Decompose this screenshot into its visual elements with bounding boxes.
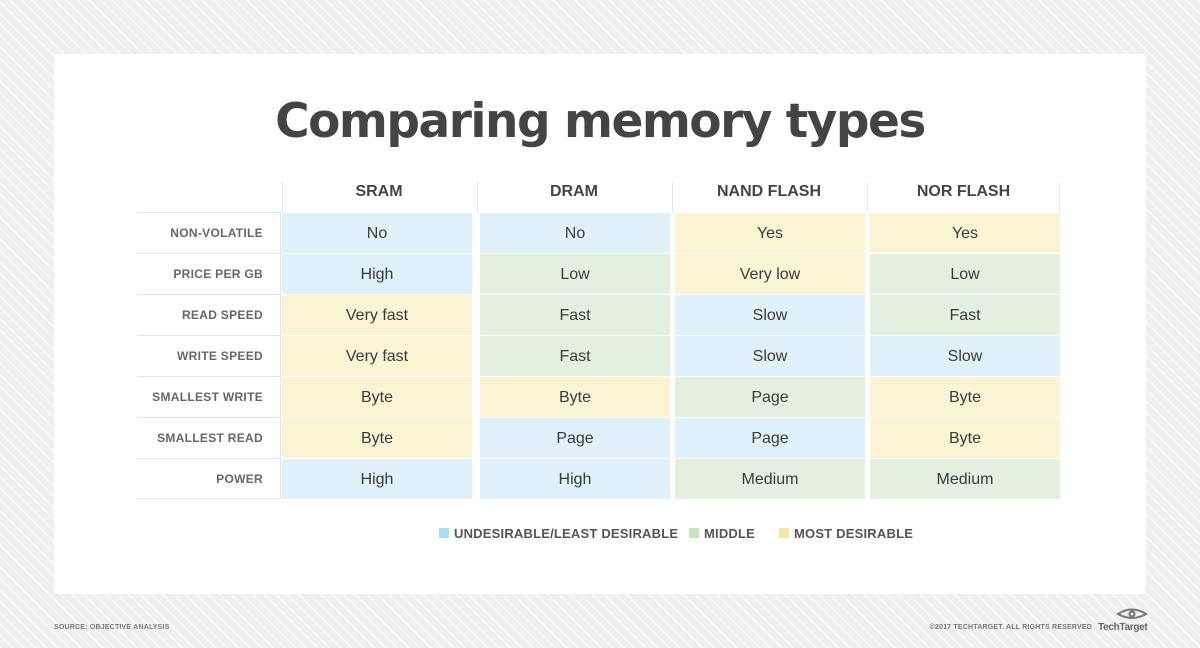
table-cell: Yes bbox=[675, 212, 865, 253]
table-cell: No bbox=[282, 212, 472, 253]
legend-item-middle: MIDDLE bbox=[689, 524, 755, 542]
table-cell: Byte bbox=[282, 417, 472, 458]
table-cell: Very low bbox=[675, 253, 865, 294]
table-cell: Byte bbox=[870, 376, 1060, 417]
table-row: SMALLEST WRITE Byte Byte Page Byte bbox=[137, 376, 1062, 417]
table-cell: No bbox=[480, 212, 670, 253]
table-cell: Byte bbox=[282, 376, 472, 417]
row-label: READ SPEED bbox=[137, 294, 281, 335]
column-header-nor-flash: NOR FLASH bbox=[867, 182, 1060, 212]
table-cell: Slow bbox=[675, 294, 865, 335]
table-cell: Slow bbox=[870, 335, 1060, 376]
table-cell: Page bbox=[480, 417, 670, 458]
table-row: WRITE SPEED Very fast Fast Slow Slow bbox=[137, 335, 1062, 376]
table-cell: Page bbox=[675, 376, 865, 417]
legend-item-most-desirable: MOST DESIRABLE bbox=[779, 524, 913, 542]
row-label: SMALLEST READ bbox=[137, 417, 281, 458]
table-cell: Fast bbox=[870, 294, 1060, 335]
legend-label: MIDDLE bbox=[704, 525, 756, 541]
table-row: SMALLEST READ Byte Page Page Byte bbox=[137, 417, 1062, 458]
legend-item-undesirable: UNDESIRABLE/LEAST DESIRABLE bbox=[439, 524, 678, 542]
table-row: NON-VOLATILE No No Yes Yes bbox=[137, 212, 1062, 253]
table-cell: Page bbox=[675, 417, 865, 458]
table-cell: Fast bbox=[480, 294, 670, 335]
table-cell: High bbox=[282, 458, 472, 499]
table-row: READ SPEED Very fast Fast Slow Fast bbox=[137, 294, 1062, 335]
table-cell: Fast bbox=[480, 335, 670, 376]
legend-label: UNDESIRABLE/LEAST DESIRABLE bbox=[454, 525, 679, 541]
column-header-nand-flash: NAND FLASH bbox=[672, 182, 865, 212]
table-cell: Byte bbox=[870, 417, 1060, 458]
table-cell: High bbox=[282, 253, 472, 294]
techtarget-eye-icon bbox=[1116, 608, 1148, 619]
row-label: POWER bbox=[137, 458, 281, 499]
row-label: PRICE PER GB bbox=[137, 253, 281, 294]
table-cell: Medium bbox=[675, 458, 865, 499]
techtarget-logo: TechTarget bbox=[1098, 606, 1148, 636]
legend-swatch bbox=[689, 528, 699, 538]
legend: UNDESIRABLE/LEAST DESIRABLE MIDDLE MOST … bbox=[0, 524, 1200, 542]
row-label: WRITE SPEED bbox=[137, 335, 281, 376]
table-cell: Slow bbox=[675, 335, 865, 376]
legend-swatch bbox=[779, 528, 789, 538]
legend-label: MOST DESIRABLE bbox=[794, 525, 914, 541]
row-label: SMALLEST WRITE bbox=[137, 376, 281, 417]
logo-text: TechTarget bbox=[1098, 622, 1148, 633]
table-cell: Low bbox=[870, 253, 1060, 294]
table-cell: Yes bbox=[870, 212, 1060, 253]
table-header-row: SRAM DRAM NAND FLASH NOR FLASH bbox=[137, 182, 1062, 212]
column-header-sram: SRAM bbox=[282, 182, 475, 212]
legend-swatch bbox=[439, 528, 449, 538]
table-row: PRICE PER GB High Low Very low Low bbox=[137, 253, 1062, 294]
copyright-note: ©2017 TECHTARGET. ALL RIGHTS RESERVED bbox=[929, 624, 1092, 631]
table-cell: Very fast bbox=[282, 335, 472, 376]
column-header-dram: DRAM bbox=[477, 182, 670, 212]
table-cell: Low bbox=[480, 253, 670, 294]
page-title: Comparing memory types bbox=[275, 94, 926, 149]
table-cell: Byte bbox=[480, 376, 670, 417]
table-cell: Medium bbox=[870, 458, 1060, 499]
row-label: NON-VOLATILE bbox=[137, 212, 281, 253]
table-cell: High bbox=[480, 458, 670, 499]
source-note: SOURCE: OBJECTIVE ANALYSIS bbox=[54, 624, 170, 631]
table-row: POWER High High Medium Medium bbox=[137, 458, 1062, 499]
table-cell: Very fast bbox=[282, 294, 472, 335]
